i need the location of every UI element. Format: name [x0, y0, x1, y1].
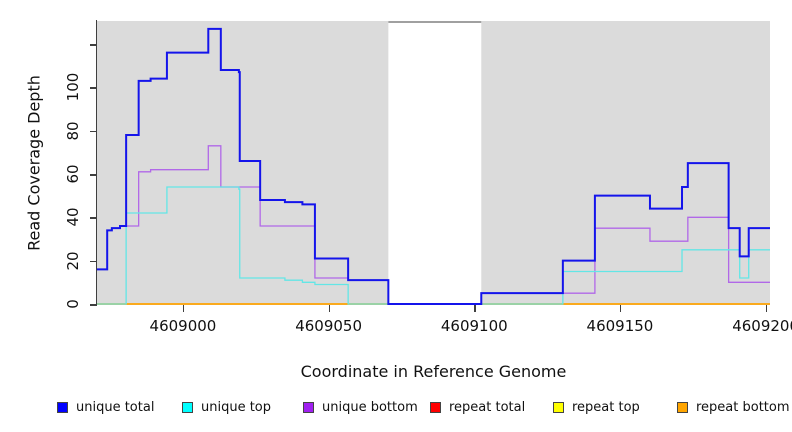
- legend-item-repeat-top: repeat top: [553, 398, 640, 416]
- y-tick-mark: [90, 260, 97, 263]
- series-unique-top: [97, 186, 770, 305]
- legend-swatch-icon: [182, 401, 193, 413]
- x-axis-title: Coordinate in Reference Genome: [300, 362, 567, 381]
- y-tick-mark: [90, 174, 97, 176]
- x-tick-label: 4609200: [732, 317, 792, 335]
- y-tick-label: 20: [64, 251, 82, 271]
- x-tick-mark: [765, 305, 768, 312]
- legend-item-repeat-bottom: repeat bottom: [677, 398, 790, 416]
- legend-label: repeat bottom: [696, 399, 790, 415]
- legend-item-unique-total: unique total: [57, 398, 154, 416]
- y-tick-mark: [90, 130, 97, 133]
- x-tick-mark: [619, 305, 622, 312]
- y-tick-mark: [90, 44, 97, 46]
- legend-swatch-icon: [57, 401, 68, 413]
- legend-swatch-icon: [553, 401, 564, 413]
- legend-label: unique bottom: [322, 399, 418, 415]
- legend-swatch-icon: [430, 401, 441, 413]
- x-tick-label: 4609100: [440, 317, 508, 335]
- legend-swatch-icon: [303, 401, 314, 413]
- y-tick-mark: [90, 87, 97, 89]
- legend-item-unique-top: unique top: [182, 398, 271, 416]
- x-tick-mark: [474, 305, 476, 312]
- x-tick-label: 4609150: [586, 317, 654, 335]
- x-tick-label: 4609050: [295, 317, 363, 335]
- y-axis-line: [96, 20, 98, 306]
- legend-item-repeat-total: repeat total: [430, 398, 525, 416]
- y-tick-mark: [90, 304, 97, 306]
- legend-label: repeat top: [572, 399, 640, 415]
- legend-item-unique-bottom: unique bottom: [303, 398, 418, 416]
- x-tick-mark: [182, 305, 185, 312]
- legend-label: unique top: [201, 399, 272, 415]
- no-data-gap: [388, 21, 482, 305]
- y-axis-title: Read Coverage Depth: [24, 75, 44, 251]
- y-tick-label: 100: [64, 73, 82, 102]
- y-tick-label: 40: [64, 207, 82, 227]
- y-tick-label: 60: [64, 164, 82, 184]
- legend-label: repeat total: [449, 399, 526, 415]
- legend-label: unique total: [76, 399, 155, 415]
- x-tick-label: 4609000: [149, 317, 217, 335]
- y-tick-mark: [90, 217, 97, 219]
- series-unique-total: [97, 27, 770, 305]
- y-tick-label: 0: [64, 299, 82, 309]
- y-tick-label: 80: [64, 121, 82, 141]
- plot-area: [97, 21, 770, 305]
- coverage-step-lines: [97, 21, 770, 305]
- legend: unique total unique top unique bottom repea…: [0, 398, 792, 420]
- x-tick-mark: [328, 305, 331, 312]
- legend-swatch-icon: [677, 401, 688, 413]
